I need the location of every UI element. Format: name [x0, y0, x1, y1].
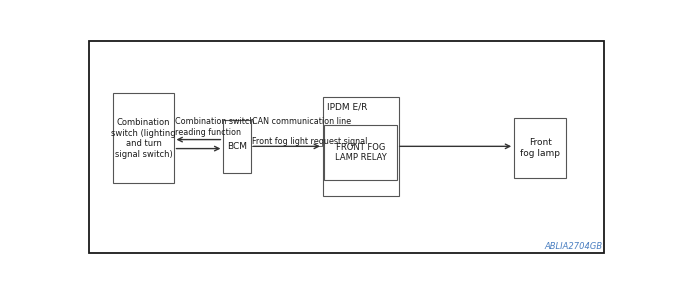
Text: Front
fog lamp: Front fog lamp: [521, 138, 560, 158]
Text: CAN communication line: CAN communication line: [252, 117, 352, 126]
Bar: [514, 118, 566, 178]
Bar: [114, 93, 174, 183]
Text: Combination
switch (lighting
and turn
signal switch): Combination switch (lighting and turn si…: [111, 118, 176, 159]
Text: Combination switch
reading function: Combination switch reading function: [174, 117, 254, 136]
Text: ABLIA2704GB: ABLIA2704GB: [544, 242, 602, 251]
Bar: [324, 125, 397, 180]
Text: Front fog light request signal: Front fog light request signal: [252, 137, 368, 146]
Bar: [323, 97, 399, 196]
Text: BCM: BCM: [227, 142, 247, 151]
Bar: [223, 121, 251, 173]
Text: FRONT FOG
LAMP RELAY: FRONT FOG LAMP RELAY: [335, 143, 387, 162]
Text: IPDM E/R: IPDM E/R: [327, 102, 367, 112]
